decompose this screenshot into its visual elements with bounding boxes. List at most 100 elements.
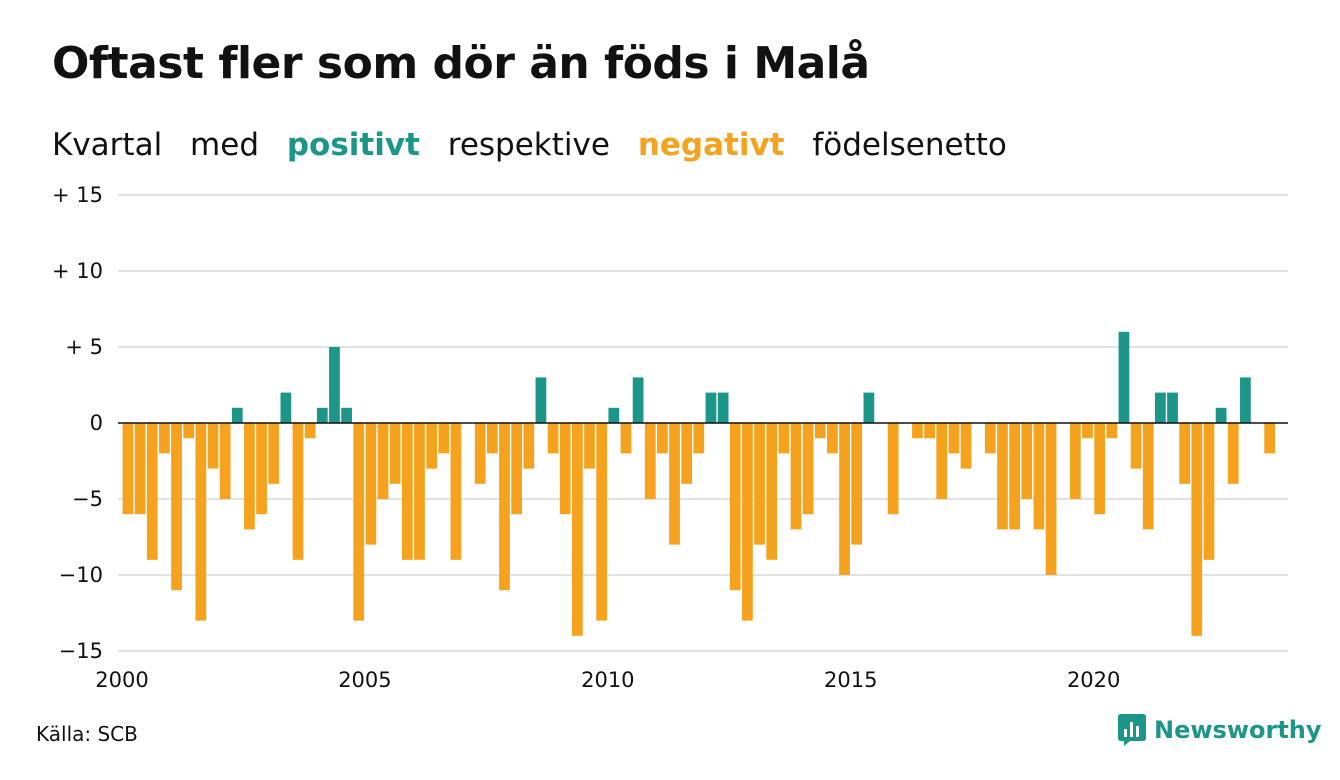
subtitle-positive-label: positivt: [286, 127, 420, 163]
gridlines: [118, 194, 1288, 652]
bar: [183, 423, 195, 439]
y-tick-label: −15: [59, 639, 103, 663]
bar: [438, 423, 450, 454]
bar: [401, 423, 413, 560]
bar: [1021, 423, 1033, 499]
bar: [742, 423, 753, 621]
bar: [669, 423, 680, 545]
bar: [960, 423, 972, 469]
bar: [814, 423, 826, 439]
bar: [1069, 423, 1081, 499]
subtitle-negative-label: negativt: [637, 127, 785, 163]
bar: [608, 407, 620, 423]
chart-title: Oftast fler som dör än föds i Malå: [52, 38, 870, 89]
bar: [1227, 423, 1239, 484]
x-tick-label: 2010: [581, 668, 634, 692]
bar: [632, 377, 644, 423]
bar: [353, 423, 365, 621]
bar: [244, 423, 255, 530]
bar: [256, 423, 267, 515]
bar: [1118, 331, 1130, 423]
bar: [499, 423, 510, 591]
bar: [1045, 423, 1057, 575]
bar: [365, 423, 377, 545]
bars: [122, 331, 1276, 636]
y-axis: + 15 + 10 + 5 0 −5 −10 −15: [52, 183, 1288, 663]
bar: [839, 423, 850, 575]
bar: [231, 407, 243, 423]
bar: [511, 423, 523, 515]
x-tick-label: 2000: [95, 668, 148, 692]
brand-logo: Newsworthy: [1118, 712, 1322, 748]
x-axis: 2000 2005 2010 2015 2020: [95, 668, 1120, 692]
bar: [414, 423, 425, 560]
bar: [134, 423, 146, 515]
bar: [1142, 423, 1154, 530]
bar: [620, 423, 632, 454]
bar: [1264, 423, 1276, 454]
bar: [754, 423, 765, 545]
bar: [948, 423, 960, 454]
bar: [596, 423, 608, 621]
bar: [584, 423, 595, 469]
bar: [304, 423, 316, 439]
bar-chart-icon: [1118, 714, 1146, 746]
subtitle-word: Kvartal: [52, 127, 163, 163]
y-tick-label: −5: [72, 487, 103, 511]
bar: [268, 423, 280, 484]
bar: [1240, 377, 1251, 423]
bar: [644, 423, 656, 499]
bar: [535, 377, 547, 423]
bar: [1215, 407, 1227, 423]
bar: [207, 423, 219, 469]
y-tick-label: + 10: [52, 259, 103, 283]
bar: [1203, 423, 1215, 560]
bar: [523, 423, 535, 469]
bar: [450, 423, 462, 560]
bar: [1130, 423, 1142, 469]
bar: [426, 423, 437, 469]
bar: [1167, 392, 1178, 423]
x-tick-label: 2005: [338, 668, 391, 692]
bar: [171, 423, 182, 591]
bar: [778, 423, 790, 454]
bar: [329, 347, 340, 423]
x-tick-label: 2015: [824, 668, 877, 692]
bar: [729, 423, 741, 591]
bar: [559, 423, 571, 515]
bar: [657, 423, 668, 454]
bar: [997, 423, 1008, 530]
bar: [572, 423, 583, 636]
bar: [851, 423, 863, 545]
bar: [936, 423, 948, 499]
bar: [474, 423, 486, 484]
bar: [693, 423, 705, 454]
bar: [280, 392, 292, 423]
bar: [766, 423, 778, 560]
bar: [1033, 423, 1045, 530]
bar: [389, 423, 401, 484]
bar: [1179, 423, 1191, 484]
source-note: Källa: SCB: [36, 722, 138, 746]
bar: [1094, 423, 1106, 515]
bar: [924, 423, 935, 439]
bar: [219, 423, 231, 499]
bar: [717, 392, 729, 423]
x-tick-label: 2020: [1067, 668, 1120, 692]
chart-subtitle: Kvartal med positivt respektive negativt…: [52, 127, 1025, 163]
bar: [1082, 423, 1093, 439]
bar: [887, 423, 899, 515]
bar: [802, 423, 814, 515]
y-tick-label: 0: [90, 411, 103, 435]
bar: [122, 423, 134, 515]
subtitle-word: respektive: [447, 127, 610, 163]
bar: [292, 423, 304, 560]
subtitle-word: med: [190, 127, 259, 163]
bar: [705, 392, 717, 423]
bar: [984, 423, 996, 454]
bar: [1009, 423, 1020, 530]
bar: [377, 423, 389, 499]
bar: [790, 423, 802, 530]
bar: [146, 423, 158, 560]
